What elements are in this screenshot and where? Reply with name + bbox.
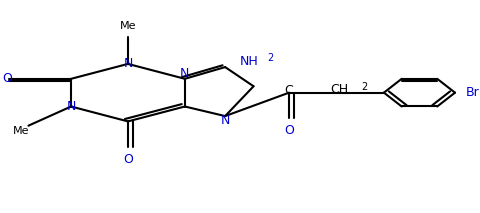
Text: O: O bbox=[2, 72, 12, 85]
Text: N: N bbox=[220, 114, 229, 127]
Text: Me: Me bbox=[13, 126, 29, 136]
Text: CH: CH bbox=[329, 83, 347, 96]
Text: N: N bbox=[66, 100, 76, 113]
Text: 2: 2 bbox=[266, 53, 273, 63]
Text: C: C bbox=[284, 84, 293, 97]
Text: N: N bbox=[123, 57, 132, 71]
Text: N: N bbox=[180, 67, 189, 80]
Text: O: O bbox=[123, 153, 132, 166]
Text: Br: Br bbox=[465, 86, 478, 99]
Text: 2: 2 bbox=[361, 82, 367, 92]
Text: O: O bbox=[284, 124, 293, 137]
Text: Me: Me bbox=[120, 21, 136, 31]
Text: NH: NH bbox=[239, 55, 258, 68]
